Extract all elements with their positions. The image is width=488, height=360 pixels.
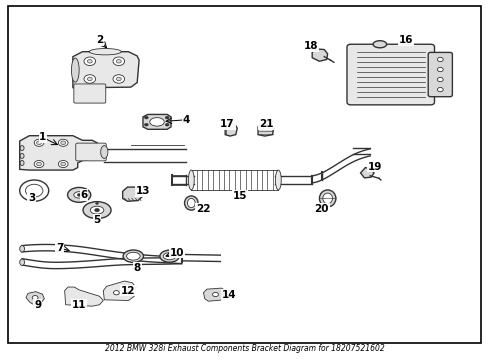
Circle shape bbox=[77, 193, 81, 196]
Text: 19: 19 bbox=[367, 162, 382, 171]
Polygon shape bbox=[203, 288, 227, 301]
Text: 18: 18 bbox=[304, 41, 318, 51]
Circle shape bbox=[61, 162, 65, 166]
Text: 13: 13 bbox=[136, 186, 150, 196]
Ellipse shape bbox=[160, 250, 179, 262]
Polygon shape bbox=[224, 123, 237, 136]
Text: 4: 4 bbox=[183, 115, 190, 125]
Circle shape bbox=[436, 87, 442, 92]
Circle shape bbox=[113, 291, 119, 295]
Circle shape bbox=[87, 77, 92, 81]
Circle shape bbox=[61, 141, 65, 145]
Circle shape bbox=[144, 116, 148, 119]
Circle shape bbox=[84, 57, 95, 66]
Circle shape bbox=[87, 59, 92, 63]
FancyBboxPatch shape bbox=[346, 44, 434, 105]
Circle shape bbox=[25, 184, 43, 197]
Ellipse shape bbox=[20, 153, 24, 158]
Circle shape bbox=[436, 67, 442, 72]
Polygon shape bbox=[142, 114, 171, 129]
Ellipse shape bbox=[188, 170, 194, 190]
Ellipse shape bbox=[20, 259, 24, 265]
Ellipse shape bbox=[89, 49, 121, 55]
Text: 2012 BMW 328i Exhaust Components Bracket Diagram for 18207521602: 2012 BMW 328i Exhaust Components Bracket… bbox=[104, 344, 384, 353]
Text: 8: 8 bbox=[133, 262, 141, 273]
FancyBboxPatch shape bbox=[74, 84, 105, 103]
Circle shape bbox=[34, 161, 44, 168]
Circle shape bbox=[84, 75, 95, 83]
Ellipse shape bbox=[126, 252, 140, 260]
Ellipse shape bbox=[20, 161, 24, 166]
Text: 11: 11 bbox=[72, 300, 86, 310]
Polygon shape bbox=[20, 136, 97, 170]
Circle shape bbox=[37, 162, 41, 166]
Ellipse shape bbox=[71, 58, 79, 82]
Circle shape bbox=[113, 75, 124, 83]
Circle shape bbox=[436, 57, 442, 62]
Circle shape bbox=[37, 141, 41, 145]
FancyBboxPatch shape bbox=[76, 143, 106, 161]
Circle shape bbox=[113, 57, 124, 66]
Text: 20: 20 bbox=[314, 204, 328, 214]
Ellipse shape bbox=[101, 145, 108, 158]
Circle shape bbox=[116, 59, 121, 63]
Circle shape bbox=[58, 139, 68, 146]
Text: 15: 15 bbox=[232, 191, 246, 201]
Ellipse shape bbox=[163, 253, 176, 260]
Ellipse shape bbox=[372, 41, 386, 48]
Circle shape bbox=[32, 296, 38, 300]
Circle shape bbox=[144, 123, 148, 126]
Text: 9: 9 bbox=[34, 300, 41, 310]
Circle shape bbox=[95, 202, 98, 204]
Circle shape bbox=[58, 161, 68, 168]
Ellipse shape bbox=[123, 250, 143, 262]
Text: 7: 7 bbox=[56, 243, 63, 253]
Circle shape bbox=[95, 208, 99, 212]
Ellipse shape bbox=[90, 206, 103, 214]
Text: 22: 22 bbox=[196, 204, 210, 214]
Circle shape bbox=[116, 77, 121, 81]
Circle shape bbox=[165, 116, 169, 119]
Polygon shape bbox=[122, 187, 142, 201]
Ellipse shape bbox=[20, 246, 24, 252]
Text: 10: 10 bbox=[169, 248, 183, 258]
Text: 6: 6 bbox=[80, 190, 87, 200]
Circle shape bbox=[20, 180, 49, 201]
Text: 17: 17 bbox=[220, 119, 234, 129]
Text: 16: 16 bbox=[398, 35, 413, 45]
Circle shape bbox=[165, 123, 169, 126]
Ellipse shape bbox=[322, 193, 332, 204]
Text: 5: 5 bbox=[93, 215, 101, 225]
Text: 21: 21 bbox=[259, 119, 273, 129]
Polygon shape bbox=[360, 168, 373, 178]
Polygon shape bbox=[103, 281, 136, 301]
Text: 14: 14 bbox=[221, 290, 236, 300]
Polygon shape bbox=[73, 52, 139, 88]
Polygon shape bbox=[64, 287, 103, 306]
Ellipse shape bbox=[20, 145, 24, 150]
Circle shape bbox=[34, 139, 44, 146]
Ellipse shape bbox=[319, 190, 335, 207]
Ellipse shape bbox=[83, 202, 111, 219]
Polygon shape bbox=[311, 49, 327, 61]
Circle shape bbox=[212, 292, 218, 297]
FancyBboxPatch shape bbox=[427, 53, 451, 97]
Ellipse shape bbox=[187, 198, 195, 208]
Circle shape bbox=[436, 77, 442, 82]
Text: 12: 12 bbox=[121, 285, 136, 296]
Text: 1: 1 bbox=[39, 132, 46, 143]
Ellipse shape bbox=[275, 170, 281, 190]
Ellipse shape bbox=[74, 192, 84, 198]
Polygon shape bbox=[26, 292, 44, 304]
Ellipse shape bbox=[149, 118, 164, 126]
Ellipse shape bbox=[67, 188, 91, 202]
Text: 2: 2 bbox=[96, 35, 103, 45]
Ellipse shape bbox=[184, 196, 198, 210]
Text: 3: 3 bbox=[28, 193, 35, 203]
Polygon shape bbox=[258, 123, 273, 136]
